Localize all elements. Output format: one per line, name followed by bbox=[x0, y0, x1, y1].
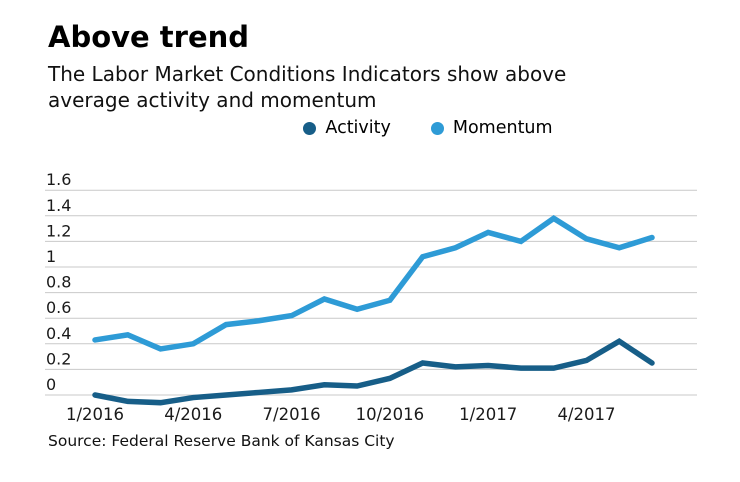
legend-label-momentum: Momentum bbox=[452, 118, 553, 138]
legend-label-activity: Activity bbox=[325, 118, 391, 138]
y-tick-label: 1.2 bbox=[46, 221, 71, 240]
x-tick-label: 4/2017 bbox=[557, 405, 615, 424]
source-attribution: Source: Federal Reserve Bank of Kansas C… bbox=[48, 432, 395, 450]
x-tick-label: 1/2016 bbox=[66, 405, 124, 424]
y-tick-label: 1.6 bbox=[46, 170, 71, 189]
line-chart: 0 0.2 0.4 0.6 0.8 1 1.2 1.4 1.6 1/2016 4/2016 7/201… bbox=[0, 148, 740, 448]
y-tick-label: 0.6 bbox=[46, 298, 71, 317]
chart-legend: Activity Momentum bbox=[58, 118, 740, 138]
series-line-activity bbox=[92, 337, 655, 406]
x-tick-label: 10/2016 bbox=[356, 405, 425, 424]
y-tick-label: 1.4 bbox=[46, 196, 71, 215]
y-tick-label: 0.4 bbox=[46, 324, 71, 343]
legend-item-momentum: Momentum bbox=[430, 118, 553, 138]
momentum-legend-dot-icon bbox=[430, 121, 444, 135]
y-tick-label: 1 bbox=[46, 247, 56, 266]
chart-subtitle: The Labor Market Conditions Indicators s… bbox=[48, 62, 567, 112]
legend-item-activity: Activity bbox=[303, 118, 391, 138]
page-title: Above trend bbox=[48, 20, 250, 54]
activity-legend-dot-icon bbox=[303, 121, 317, 135]
chart-svg: 0 0.2 0.4 0.6 0.8 1 1.2 1.4 1.6 1/2016 4/2016 7/201… bbox=[45, 170, 697, 424]
x-tick-label: 7/2016 bbox=[263, 405, 321, 424]
x-tick-label: 1/2017 bbox=[459, 405, 517, 424]
series-line-momentum bbox=[92, 215, 655, 352]
y-tick-label: 0 bbox=[46, 375, 56, 394]
y-tick-label: 0.8 bbox=[46, 273, 71, 292]
x-tick-label: 4/2016 bbox=[164, 405, 222, 424]
y-tick-label: 0.2 bbox=[46, 349, 71, 368]
